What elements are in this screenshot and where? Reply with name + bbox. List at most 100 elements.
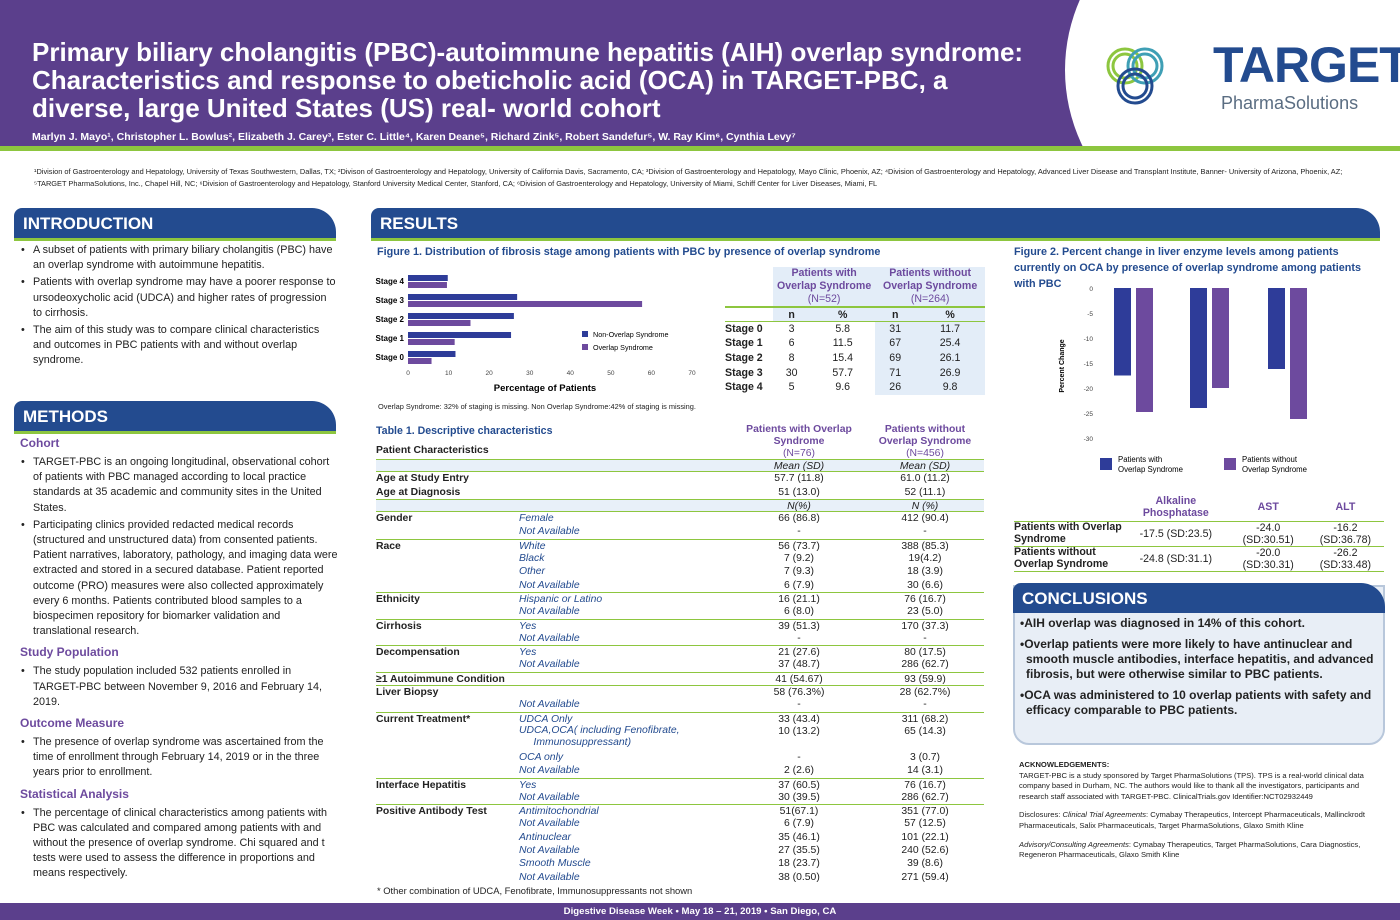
logo-background	[1065, 0, 1400, 146]
overlap-value: 6 (7.9)	[783, 579, 815, 591]
logo-wordmark: TARGET®	[1213, 37, 1400, 93]
bar	[408, 332, 512, 338]
table-row: Positive Antibody Test Antimitochondrial 5…	[376, 804, 984, 817]
table-row: Mean (SD) Mean (SD)	[376, 459, 984, 473]
overlap-value: 18 (23.7)	[778, 858, 820, 870]
non-overlap-value: -	[923, 526, 927, 538]
y-tick-label: -10	[1084, 336, 1094, 343]
x-tick-label: 20	[486, 370, 494, 377]
non-overlap-value: 170 (37.3)	[901, 620, 949, 632]
table-row: Stage 3 30 57.7 71 26.9	[725, 365, 985, 380]
conclusions-body: •AIH overlap was diagnosed in 14% of thi…	[1020, 616, 1375, 724]
table-row: Race White 56 (73.7) 388 (85.3)	[376, 538, 984, 552]
figure2-col-header: AST	[1257, 500, 1279, 513]
overlap-value: 41 (54.67)	[775, 673, 823, 685]
table-row: OCA only - 3 (0.7)	[376, 751, 984, 764]
advisory-agreements: Advisory/Consulting Agreements: Cymabay …	[1019, 839, 1361, 860]
logo-subtitle: PharmaSolutions	[1221, 93, 1359, 113]
author-list: Marlyn J. Mayo¹, Christopher L. Bowlus²,…	[32, 131, 796, 143]
introduction-underline	[14, 238, 336, 241]
poster-title: Primary biliary cholangitis (PBC)-autoim…	[32, 37, 1024, 123]
outcome-bullet: The presence of overlap syndrome was asc…	[20, 735, 338, 781]
disclosures: Disclosures: Clinical Trial Agreements: …	[1019, 810, 1365, 830]
x-tick-label: 70	[688, 370, 696, 377]
row-category: Antinuclear	[519, 831, 571, 843]
header-divider	[0, 146, 1400, 151]
conclusion-item: •AIH overlap was diagnosed in 14% of thi…	[1020, 616, 1305, 630]
non-overlap-value: 57 (12.5)	[904, 818, 946, 830]
non-overlap-value: 271 (59.4)	[901, 871, 949, 883]
y-tick-label: -30	[1084, 436, 1094, 443]
figure1-col2-header: Patients without Overlap Syndrome (N=264)	[875, 267, 985, 307]
overlap-value: 6 (8.0)	[783, 606, 815, 618]
bar	[1136, 288, 1153, 412]
non-overlap-value: 76 (16.7)	[904, 779, 946, 791]
non-overlap-value: 19(4.2)	[908, 553, 942, 565]
table-row: Age at Diagnosis 51 (13.0) 52 (11.1)	[376, 486, 984, 499]
x-tick-label: 0	[406, 370, 410, 377]
non-overlap-value: 65 (14.3)	[904, 725, 946, 737]
y-tick-label: Stage 3	[376, 296, 405, 305]
table-row: Not Available - -	[376, 632, 984, 645]
conclusions-heading: CONCLUSIONS	[1013, 583, 1385, 613]
table1-characteristics-header: Patient Characteristics	[376, 445, 489, 456]
table-row: Gender Female 66 (86.8) 412 (90.4)	[376, 512, 984, 525]
cohort-bullet: TARGET-PBC is an ongoing longitudinal, o…	[20, 455, 338, 516]
acknowledgements-title: ACKNOWLEDGEMENTS:	[1019, 760, 1110, 769]
table-row: Not Available 6 (8.0) 23 (5.0)	[376, 605, 984, 618]
overlap-value: 56 (73.7)	[778, 540, 820, 552]
row-category: Antimitochondrial	[519, 806, 599, 818]
table-row: Not Available 37 (48.7) 286 (62.7)	[376, 658, 984, 671]
non-overlap-value: 14 (3.1)	[907, 765, 943, 777]
x-tick-label: 10	[445, 370, 453, 377]
affiliations: ¹Division of Gastroenterology and Hepato…	[34, 167, 1343, 188]
population-bullets: The study population included 532 patien…	[20, 664, 338, 710]
methods-heading: METHODS	[14, 401, 336, 431]
bar	[408, 339, 455, 345]
row-label: Liver Biopsy	[376, 687, 439, 699]
row-category: Black	[519, 553, 545, 565]
bar	[1114, 288, 1131, 376]
bar	[1190, 288, 1207, 408]
row-category: Not Available	[519, 845, 580, 857]
overlap-value: Mean (SD)	[773, 461, 825, 472]
methods-body: Cohort TARGET-PBC is an ongoing longitud…	[20, 430, 338, 884]
row-category: Not Available	[519, 791, 580, 803]
bar	[408, 320, 471, 326]
legend-label: Patients without	[1242, 455, 1298, 464]
non-overlap-value: 61.0 (11.2)	[900, 473, 950, 485]
table-row: Age at Study Entry 57.7 (11.8) 61.0 (11.2)	[376, 472, 984, 485]
conclusion-item: •Overlap patients were more likely to ha…	[1020, 637, 1374, 681]
results-heading: RESULTS	[371, 208, 1380, 238]
table-row: Not Available 27 (35.5) 240 (52.6)	[376, 844, 984, 857]
overlap-value: 57.7 (11.8)	[774, 473, 824, 485]
row-label: Ethnicity	[376, 593, 420, 605]
table-row: Not Available 6 (7.9) 57 (12.5)	[376, 817, 984, 830]
overlap-value: 30 (39.5)	[778, 791, 820, 803]
row-category: Yes	[519, 779, 537, 791]
figure2-table: Alkaline Phosphatase AST ALT Patients wi…	[1014, 493, 1384, 572]
legend-label: Overlap Syndrome	[1242, 465, 1307, 474]
overlap-value: 35 (46.1)	[778, 831, 820, 843]
row-label: Cirrhosis	[376, 620, 422, 632]
table-row: Liver Biopsy 58 (76.3%) 28 (62.7%)	[376, 685, 984, 698]
introduction-bullet: A subset of patients with primary biliar…	[20, 243, 338, 273]
row-category: Female	[519, 513, 554, 525]
table1-footnote: * Other combination of UDCA, Fenofibrate…	[377, 885, 693, 896]
figure1-title: Figure 1. Distribution of fibrosis stage…	[377, 246, 881, 258]
row-category: Not Available	[519, 818, 580, 830]
bar	[408, 351, 456, 357]
legend-label: Patients with	[1118, 455, 1162, 464]
legend-label: Overlap Syndrome	[593, 343, 653, 352]
overlap-value: 38 (0.50)	[778, 871, 820, 883]
bar	[408, 282, 447, 288]
figure2-col-header: ALT	[1335, 500, 1356, 513]
row-category: Not Available	[519, 632, 580, 644]
non-overlap-value: 240 (52.6)	[901, 845, 949, 857]
legend-label: Overlap Syndrome	[1118, 465, 1183, 474]
table-row: Stage 2 8 15.4 69 26.1	[725, 350, 985, 366]
non-overlap-value: 101 (22.1)	[901, 831, 949, 843]
row-category: Smooth Muscle	[519, 858, 591, 870]
row-label: Race	[376, 540, 401, 552]
bar	[408, 294, 518, 300]
